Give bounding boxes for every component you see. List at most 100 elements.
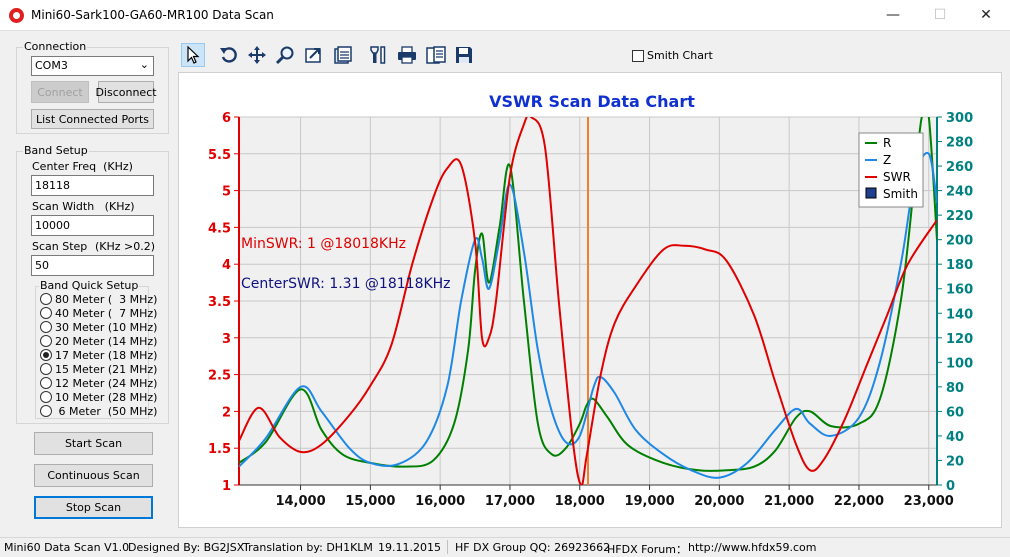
continuous-scan-button[interactable]: Continuous Scan [34, 464, 153, 487]
stop-scan-button[interactable]: Stop Scan [34, 496, 153, 519]
chart-legend: R Z SWR Smith [858, 132, 924, 208]
right-tick-label: 200 [946, 234, 973, 249]
smith-chart-label: Smith Chart [647, 49, 713, 62]
right-tick-label: 280 [946, 136, 973, 151]
disconnect-button[interactable]: Disconnect [95, 81, 157, 103]
series-r-line [239, 117, 937, 472]
print-icon[interactable] [395, 43, 419, 67]
x-tick-label: 21,000 [764, 494, 814, 509]
scan-step-input[interactable]: 50 [31, 255, 154, 276]
close-button[interactable]: ✕ [980, 7, 992, 23]
center-freq-label: Center Freq (KHz) [32, 160, 133, 173]
window-title: Mini60-Sark100-GA60-MR100 Data Scan [31, 8, 274, 22]
series-z-line [239, 151, 937, 479]
x-tick-label: 23,000 [904, 494, 954, 509]
app-icon [9, 8, 24, 23]
status-designer: Designed By: BG2JSX [128, 541, 245, 554]
right-tick-label: 220 [946, 209, 973, 224]
x-tick-label: 17,000 [485, 494, 535, 509]
center-swr-annotation: CenterSWR: 1.31 @18118KHz [241, 276, 451, 292]
legend-swr-label: SWR [883, 170, 911, 184]
print-preview-icon[interactable] [424, 43, 448, 67]
legend-r-label: R [883, 136, 891, 150]
maximize-button[interactable]: ☐ [933, 7, 947, 23]
connect-button[interactable]: Connect [31, 81, 89, 103]
right-tick-label: 120 [946, 332, 973, 347]
min-swr-annotation: MinSWR: 1 @18018KHz [241, 236, 406, 252]
right-tick-label: 240 [946, 185, 973, 200]
port-select[interactable]: COM3 ⌄ [31, 56, 154, 76]
left-tick-label: 3 [222, 332, 231, 347]
checkbox-icon [632, 49, 644, 62]
zoom-icon[interactable] [273, 43, 297, 67]
list-ports-button[interactable]: List Connected Ports [31, 109, 154, 129]
band-radio-80m[interactable]: 80 Meter ( 3 MHz) [40, 292, 157, 306]
minimize-button[interactable]: — [886, 7, 900, 23]
band-radio-30m[interactable]: 30 Meter (10 MHz) [40, 320, 157, 334]
chevron-down-icon: ⌄ [139, 58, 149, 71]
band-radio-12m[interactable]: 12 Meter (24 MHz) [40, 376, 157, 390]
status-version: Mini60 Data Scan V1.0 [4, 541, 130, 554]
radio-button-icon [40, 391, 52, 403]
save-icon[interactable] [452, 43, 476, 67]
vswr-chart[interactable]: VSWR Scan Data Chart 1 1.5 2 2.5 3 3.5 4 4.5 5 5.… [179, 73, 1001, 527]
left-tick-label: 2 [222, 405, 231, 420]
right-tick-label: 300 [946, 111, 973, 126]
band-radio-6m[interactable]: 6 Meter (50 MHz) [40, 404, 157, 418]
band-setup-group: Band Setup [16, 144, 169, 424]
undo-icon[interactable] [217, 43, 241, 67]
pointer-icon[interactable] [181, 43, 205, 67]
legend-smith-label: Smith [883, 187, 918, 201]
scan-step-hint: (KHz >0.2) [95, 240, 156, 253]
x-tick-label: 20,000 [694, 494, 744, 509]
scan-width-label: Scan Width (KHz) [32, 200, 135, 213]
band-setup-group-label: Band Setup [23, 144, 89, 157]
band-radio-40m[interactable]: 40 Meter ( 7 MHz) [40, 306, 157, 320]
connection-group: Connection [16, 40, 169, 134]
series-swr-line [239, 117, 937, 485]
radio-button-icon [40, 335, 52, 347]
right-tick-label: 140 [946, 307, 973, 322]
left-tick-label: 3.5 [208, 295, 231, 310]
start-scan-button[interactable]: Start Scan [34, 432, 153, 455]
x-tick-label: 22,000 [834, 494, 884, 509]
save-data-icon[interactable] [331, 43, 355, 67]
radio-button-icon [40, 363, 52, 375]
pan-icon[interactable] [245, 43, 269, 67]
x-tick-label: 14,000 [275, 494, 325, 509]
legend-smith-swatch [865, 187, 877, 199]
left-tick-label: 2.5 [208, 369, 231, 384]
x-tick-label: 15,000 [345, 494, 395, 509]
band-quick-setup-group: Band Quick Setup [35, 279, 149, 419]
band-radio-17m[interactable]: 17 Meter (18 MHz) [40, 348, 157, 362]
left-tick-label: 1 [222, 479, 231, 494]
port-value: COM3 [35, 59, 68, 72]
export-image-icon[interactable] [302, 43, 326, 67]
chart-toolbar [178, 40, 1002, 71]
scan-width-input[interactable]: 10000 [31, 215, 154, 236]
chart-series [239, 117, 937, 485]
center-freq-input[interactable]: 18118 [31, 175, 154, 196]
settings-icon[interactable] [367, 43, 391, 67]
right-tick-label: 20 [946, 454, 964, 469]
left-tick-label: 6 [222, 111, 231, 126]
radio-button-icon [40, 293, 52, 305]
x-tick-label: 19,000 [624, 494, 674, 509]
status-bar: Mini60 Data Scan V1.0 Designed By: BG2JS… [0, 537, 1010, 556]
radio-button-checked-icon [40, 349, 52, 361]
band-radio-15m[interactable]: 15 Meter (21 MHz) [40, 362, 157, 376]
right-tick-label: 60 [946, 405, 964, 420]
band-quick-setup-label: Band Quick Setup [39, 279, 140, 292]
scan-step-label: Scan Step [32, 240, 88, 253]
band-radio-10m[interactable]: 10 Meter (28 MHz) [40, 390, 157, 404]
status-forum: HFDX Forum： [607, 543, 687, 556]
right-tick-label: 0 [946, 479, 955, 494]
chart-title: VSWR Scan Data Chart [489, 92, 695, 111]
band-radio-20m[interactable]: 20 Meter (14 MHz) [40, 334, 157, 348]
right-tick-label: 40 [946, 430, 964, 445]
status-translator: Translation by: DH1KLM [243, 541, 373, 554]
right-tick-label: 100 [946, 356, 973, 371]
status-group: HF DX Group QQ: 26923662 [455, 541, 611, 554]
smith-chart-checkbox[interactable]: Smith Chart [632, 49, 713, 62]
status-url[interactable]: http://www.hfdx59.com [688, 541, 817, 554]
